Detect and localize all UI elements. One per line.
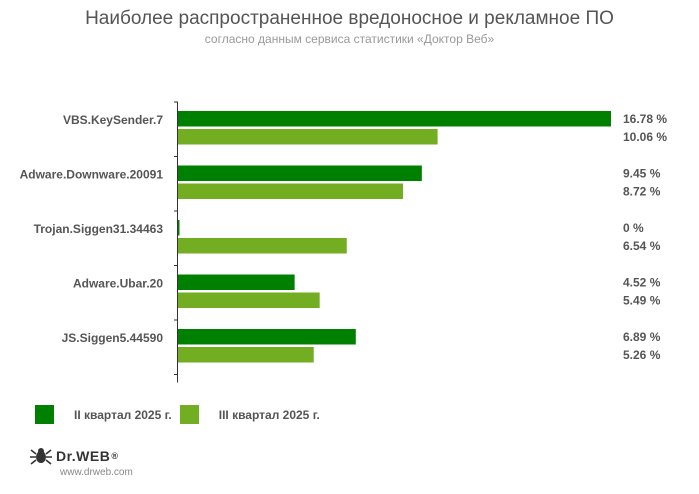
bar-series2: [178, 347, 314, 363]
category-label: VBS.KeySender.7: [63, 113, 163, 127]
data-label-series1: 16.78 %: [623, 112, 667, 126]
category-label: Adware.Downware.20091: [20, 168, 164, 182]
legend-label-series1: II квартал 2025 г.: [74, 407, 172, 422]
data-label-series1: 9.45 %: [623, 166, 661, 180]
bar-chart: VBS.KeySender.7 16.78 % 10.06 % Adware.Down…: [20, 101, 667, 383]
category-label: Trojan.Siggen31.34463: [34, 222, 164, 236]
legend-label-series2: III квартал 2025 г.: [218, 407, 320, 422]
bar-series1: [178, 220, 180, 236]
data-label-series1: 4.52 %: [623, 275, 661, 289]
bar-series2: [178, 238, 347, 254]
legend-item-series1: II квартал 2025 г.: [35, 405, 172, 424]
bar-series1: [178, 329, 356, 345]
category-label: JS.Siggen5.44590: [62, 331, 164, 345]
data-label-series2: 6.54 %: [623, 239, 661, 253]
drweb-logo: Dr.WEB ® www.drweb.com: [30, 446, 133, 478]
legend-swatch-series2: [179, 405, 199, 424]
bar-series2: [178, 292, 320, 308]
data-label-series1: 0 %: [623, 221, 644, 235]
data-label-series2: 10.06 %: [623, 130, 667, 144]
data-label-series1: 6.89 %: [623, 330, 661, 344]
data-label-series2: 8.72 %: [623, 184, 661, 198]
bar-series1: [178, 274, 295, 290]
spider-icon: [30, 448, 52, 465]
bar-series2: [178, 183, 404, 199]
chart-subtitle: согласно данным сервиса статистики «Докт…: [204, 32, 495, 46]
chart-title: Наиболее распространенное вредоносное и …: [85, 8, 614, 29]
logo-text: Dr.WEB: [56, 448, 111, 464]
bar-series1: [178, 111, 611, 127]
legend-swatch-series1: [35, 405, 54, 424]
logo-registered-mark: ®: [111, 451, 119, 461]
bar-series1: [178, 165, 422, 181]
data-label-series2: 5.49 %: [623, 293, 661, 307]
legend-item-series2: III квартал 2025 г.: [179, 405, 320, 424]
bar-series2: [178, 129, 438, 145]
logo-url: www.drweb.com: [60, 467, 133, 478]
legend: II квартал 2025 г. III квартал 2025 г.: [35, 405, 328, 424]
data-label-series2: 5.26 %: [623, 348, 661, 362]
category-label: Adware.Ubar.20: [73, 277, 163, 291]
